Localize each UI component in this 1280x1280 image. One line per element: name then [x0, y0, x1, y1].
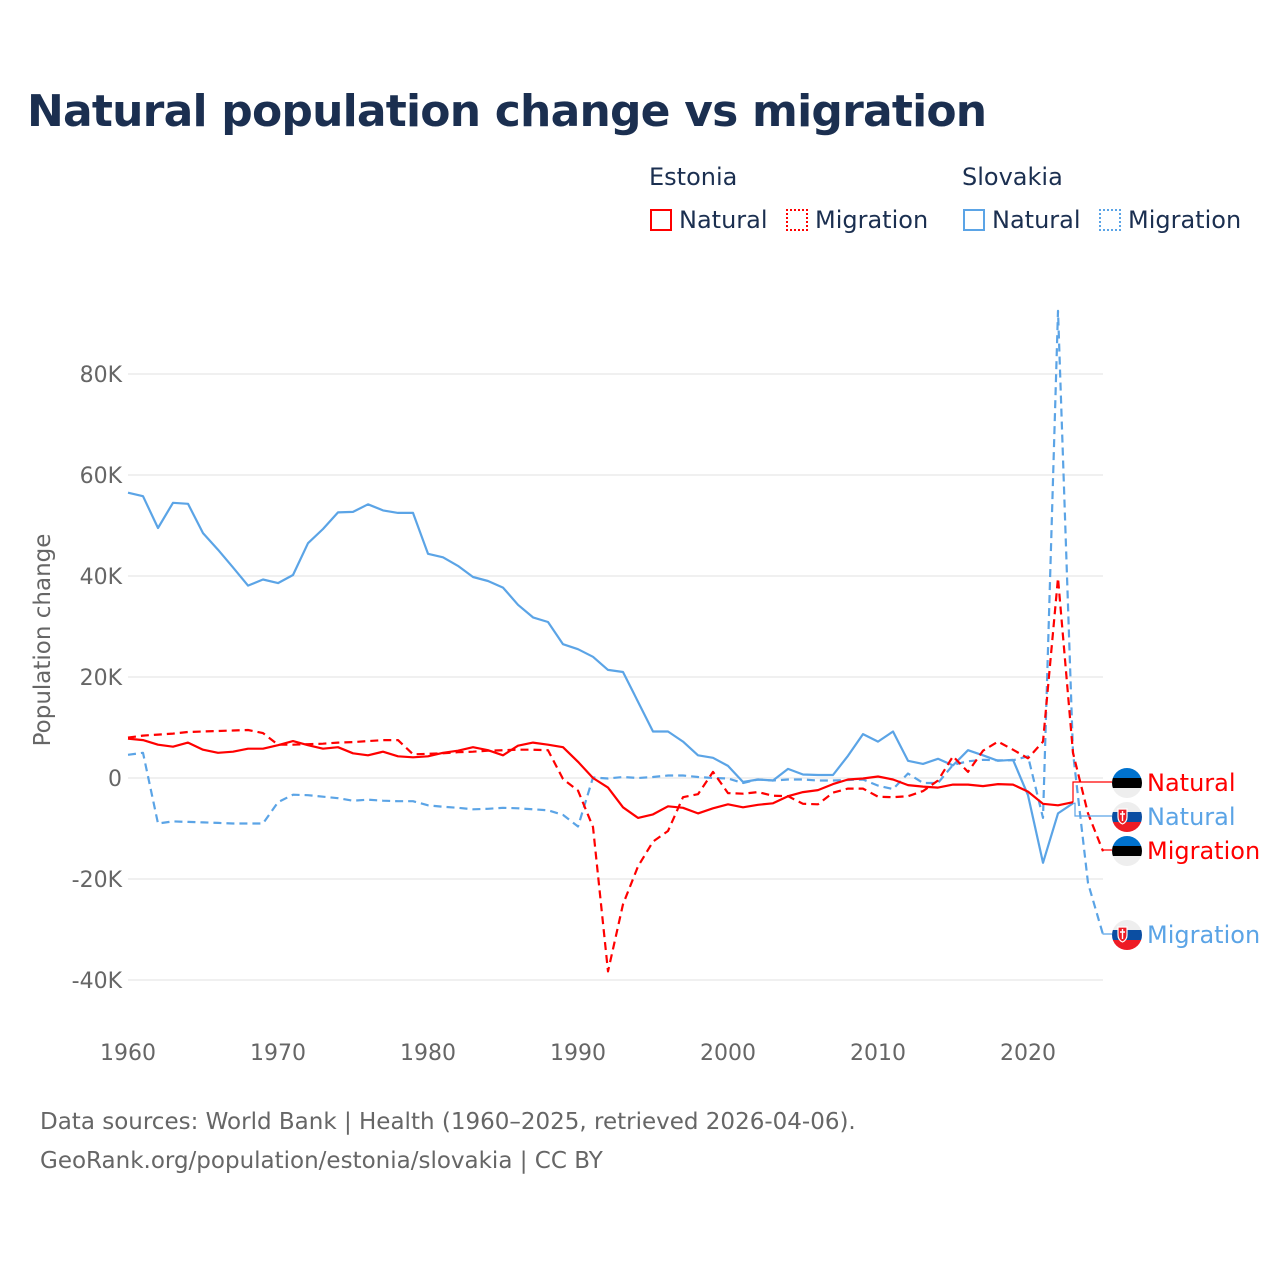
- x-tick-label: 1990: [550, 1041, 606, 1066]
- flag-stripe: [1112, 920, 1142, 931]
- y-tick-label: -20K: [72, 868, 123, 893]
- legend-label: Natural: [992, 206, 1081, 234]
- label-connector: [1073, 802, 1112, 817]
- legend-estonia-natural[interactable]: Natural: [650, 206, 768, 234]
- legend-swatch-dashed-icon: [1099, 209, 1121, 231]
- end-label-slovakia-natural: Natural: [1147, 803, 1236, 831]
- footer-link[interactable]: GeoRank.org/population/estonia/slovakia …: [40, 1148, 603, 1174]
- footer-sources: Data sources: World Bank | Health (1960–…: [40, 1109, 856, 1135]
- series-line-slovakia-migration: [127, 309, 1105, 935]
- legend-label: Migration: [1128, 206, 1242, 234]
- flag-stripes: [1112, 836, 1142, 866]
- x-tick-label: 1970: [250, 1041, 306, 1066]
- flag-stripe: [1112, 822, 1142, 832]
- flag-stripes: [1112, 802, 1142, 832]
- estonia-flag-icon: [1112, 768, 1142, 798]
- legend-estonia-migration[interactable]: Migration: [786, 206, 928, 234]
- flag-stripe: [1112, 768, 1142, 779]
- series-line-estonia-natural: [127, 737, 1074, 820]
- flag-stripe: [1112, 846, 1142, 857]
- legend-swatch-solid-icon: [963, 209, 985, 231]
- estonia-flag-icon: [1112, 836, 1142, 866]
- legend-label: Migration: [815, 206, 929, 234]
- flag-stripes: [1112, 920, 1142, 950]
- x-tick-label: 2000: [700, 1041, 756, 1066]
- legend-group-slovakia: Slovakia: [962, 163, 1063, 191]
- flag-stripe: [1112, 802, 1142, 813]
- series-line-slovakia-natural: [127, 491, 1074, 864]
- label-connector: [1102, 933, 1112, 935]
- x-tick-label: 2020: [1000, 1041, 1056, 1066]
- y-tick-label: 80K: [80, 363, 123, 388]
- end-label-slovakia-migration: Migration: [1147, 921, 1260, 949]
- legend-group-estonia: Estonia: [649, 163, 738, 191]
- y-tick-label: 0: [108, 767, 122, 792]
- legend-label: Natural: [679, 206, 768, 234]
- x-tick-label: 2010: [850, 1041, 906, 1066]
- y-tick-label: -40K: [72, 969, 123, 994]
- flag-stripe: [1112, 940, 1142, 950]
- label-connector: [1102, 849, 1112, 852]
- y-tick-label: 60K: [80, 464, 123, 489]
- flag-stripe: [1112, 788, 1142, 798]
- legend-slovakia-migration[interactable]: Migration: [1099, 206, 1241, 234]
- y-tick-label: 40K: [80, 565, 123, 590]
- legend-slovakia-natural[interactable]: Natural: [963, 206, 1081, 234]
- label-connector: [1072, 781, 1112, 803]
- x-tick-label: 1980: [400, 1041, 456, 1066]
- y-axis-label: Population change: [30, 534, 56, 747]
- flag-cross: [1120, 811, 1125, 821]
- flag-stripe: [1112, 778, 1142, 789]
- end-label-estonia-natural: Natural: [1147, 769, 1236, 797]
- flag-stripe: [1112, 856, 1142, 866]
- legend-swatch-dashed-icon: [786, 209, 808, 231]
- x-tick-label: 1960: [100, 1041, 156, 1066]
- series-line-estonia-migration: [127, 576, 1105, 973]
- flag-stripes: [1112, 768, 1142, 798]
- legend-swatch-solid-icon: [650, 209, 672, 231]
- slovakia-flag-icon: [1112, 920, 1142, 950]
- flag-stripe: [1112, 836, 1142, 847]
- slovakia-flag-icon: [1112, 802, 1142, 832]
- flag-cross: [1120, 929, 1125, 939]
- chart-title: Natural population change vs migration: [27, 86, 987, 137]
- y-tick-label: 20K: [80, 666, 123, 691]
- end-label-estonia-migration: Migration: [1147, 837, 1260, 865]
